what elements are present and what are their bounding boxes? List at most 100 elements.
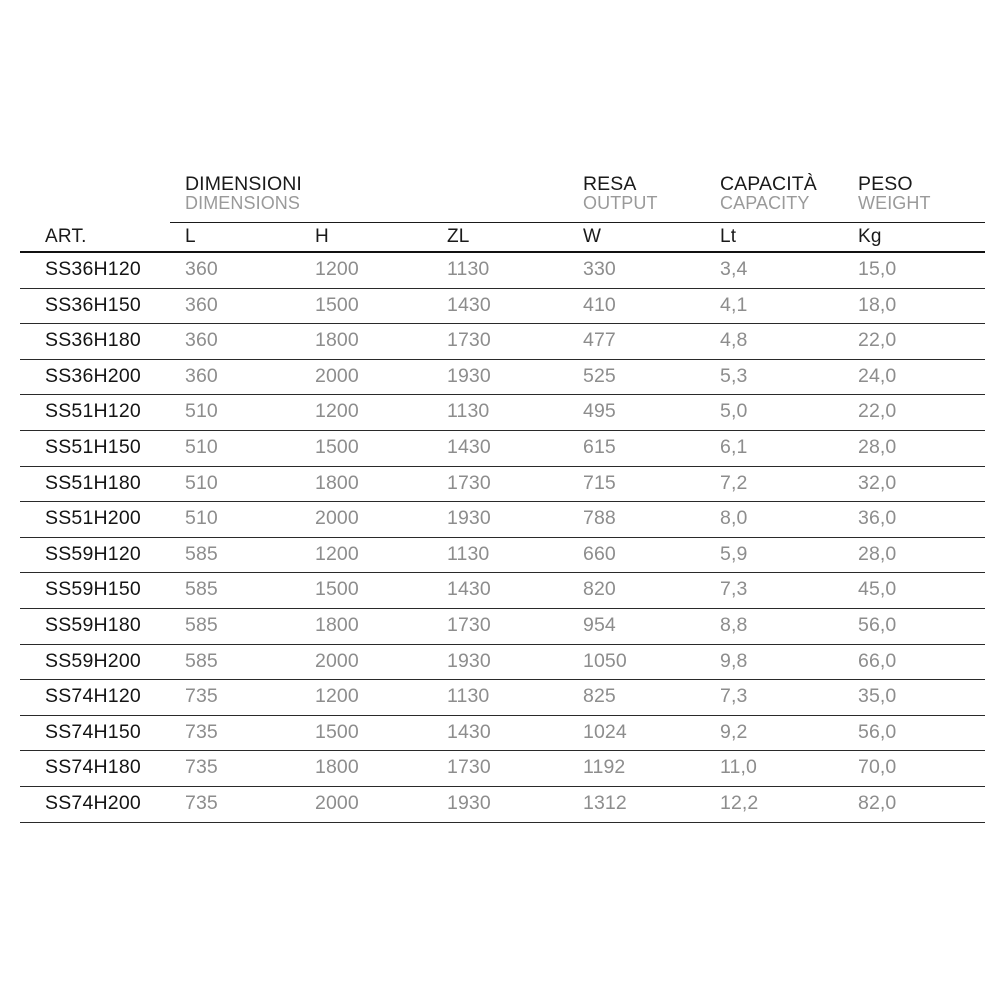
cell-kg: 82,0 — [858, 791, 897, 814]
group-header-output-en: OUTPUT — [583, 193, 658, 214]
cell-h: 1800 — [315, 471, 359, 494]
cell-l: 360 — [185, 364, 218, 387]
column-header-row: ART. L H ZL W Lt Kg — [20, 220, 985, 253]
cell-lt: 6,1 — [720, 435, 748, 458]
cell-h: 1200 — [315, 400, 359, 423]
cell-h: 1800 — [315, 613, 359, 636]
cell-l: 360 — [185, 293, 218, 316]
table-row: SS36H120 360 1200 1130 330 3,4 15,0 — [20, 253, 985, 289]
table-row: SS74H150 735 1500 1430 1024 9,2 56,0 — [20, 716, 985, 752]
cell-w: 825 — [583, 685, 616, 708]
cell-kg: 36,0 — [858, 507, 897, 530]
cell-w: 1050 — [583, 649, 627, 672]
cell-lt: 12,2 — [720, 791, 759, 814]
cell-w: 495 — [583, 400, 616, 423]
column-header-w: W — [583, 226, 602, 247]
cell-kg: 66,0 — [858, 649, 897, 672]
cell-lt: 4,8 — [720, 329, 748, 352]
cell-l: 360 — [185, 258, 218, 280]
cell-article-code: SS74H120 — [45, 685, 141, 708]
cell-w: 615 — [583, 435, 616, 458]
cell-w: 525 — [583, 364, 616, 387]
column-header-kg: Kg — [858, 226, 882, 247]
table-row: SS51H180 510 1800 1730 715 7,2 32,0 — [20, 467, 985, 503]
group-header-output: RESA OUTPUT — [583, 174, 658, 213]
group-header-weight-en: WEIGHT — [858, 193, 931, 214]
cell-article-code: SS51H150 — [45, 435, 141, 458]
table-body: SS36H120 360 1200 1130 330 3,4 15,0 SS36H150 360… — [20, 253, 985, 823]
cell-h: 1500 — [315, 293, 359, 316]
table-row: SS74H180 735 1800 1730 1192 11,0 70,0 — [20, 751, 985, 787]
cell-article-code: SS51H200 — [45, 507, 141, 530]
group-header-dimensions: DIMENSIONI DIMENSIONS — [185, 174, 302, 213]
column-header-art: ART. — [45, 226, 87, 247]
group-header-divider — [170, 222, 985, 223]
cell-kg: 22,0 — [858, 329, 897, 352]
cell-l: 510 — [185, 435, 218, 458]
cell-zl: 1130 — [447, 400, 490, 423]
group-header-weight: PESO WEIGHT — [858, 174, 931, 213]
cell-zl: 1930 — [447, 364, 491, 387]
cell-lt: 5,9 — [720, 542, 748, 565]
cell-lt: 5,0 — [720, 400, 748, 423]
cell-l: 735 — [185, 685, 218, 708]
cell-w: 788 — [583, 507, 616, 530]
group-header-capacity: CAPACITÀ CAPACITY — [720, 174, 817, 213]
cell-l: 585 — [185, 649, 218, 672]
cell-h: 1200 — [315, 258, 359, 280]
cell-article-code: SS36H200 — [45, 364, 141, 387]
cell-lt: 5,3 — [720, 364, 748, 387]
cell-zl: 1130 — [447, 685, 490, 708]
table-row: SS74H200 735 2000 1930 1312 12,2 82,0 — [20, 787, 985, 823]
cell-article-code: SS36H120 — [45, 258, 141, 280]
cell-article-code: SS51H120 — [45, 400, 141, 423]
cell-w: 410 — [583, 293, 616, 316]
cell-h: 2000 — [315, 364, 359, 387]
cell-kg: 28,0 — [858, 542, 897, 565]
table-row: SS74H120 735 1200 1130 825 7,3 35,0 — [20, 680, 985, 716]
group-header-dimensions-en: DIMENSIONS — [185, 193, 301, 214]
cell-w: 330 — [583, 258, 616, 280]
table-row: SS51H200 510 2000 1930 788 8,0 36,0 — [20, 502, 985, 538]
cell-kg: 18,0 — [858, 293, 897, 316]
cell-article-code: SS59H120 — [45, 542, 141, 565]
cell-article-code: SS74H200 — [45, 791, 141, 814]
table-row: SS51H150 510 1500 1430 615 6,1 28,0 — [20, 431, 985, 467]
cell-w: 1192 — [583, 756, 626, 779]
cell-kg: 24,0 — [858, 364, 897, 387]
cell-l: 510 — [185, 471, 218, 494]
cell-zl: 1930 — [447, 649, 491, 672]
cell-zl: 1130 — [447, 258, 490, 280]
cell-zl: 1430 — [447, 720, 491, 743]
cell-article-code: SS74H180 — [45, 756, 141, 779]
cell-w: 820 — [583, 578, 616, 601]
cell-lt: 4,1 — [720, 293, 748, 316]
table-row: SS59H150 585 1500 1430 820 7,3 45,0 — [20, 573, 985, 609]
cell-h: 1800 — [315, 329, 359, 352]
cell-article-code: SS51H180 — [45, 471, 141, 494]
cell-lt: 8,0 — [720, 507, 748, 530]
table-row: SS59H180 585 1800 1730 954 8,8 56,0 — [20, 609, 985, 645]
cell-article-code: SS59H200 — [45, 649, 141, 672]
cell-kg: 22,0 — [858, 400, 897, 423]
cell-l: 735 — [185, 756, 218, 779]
table-row: SS59H200 585 2000 1930 1050 9,8 66,0 — [20, 645, 985, 681]
group-header-row: DIMENSIONI DIMENSIONS RESA OUTPUT CAPACI… — [20, 170, 985, 223]
table-row: SS36H150 360 1500 1430 410 4,1 18,0 — [20, 289, 985, 325]
cell-zl: 1430 — [447, 578, 491, 601]
cell-article-code: SS36H150 — [45, 293, 141, 316]
cell-l: 735 — [185, 720, 218, 743]
table-row: SS36H180 360 1800 1730 477 4,8 22,0 — [20, 324, 985, 360]
cell-lt: 11,0 — [720, 756, 757, 779]
cell-kg: 70,0 — [858, 756, 897, 779]
cell-kg: 35,0 — [858, 685, 897, 708]
cell-zl: 1730 — [447, 329, 491, 352]
cell-l: 510 — [185, 400, 218, 423]
cell-kg: 45,0 — [858, 578, 897, 601]
cell-h: 1500 — [315, 578, 359, 601]
cell-article-code: SS36H180 — [45, 329, 141, 352]
cell-lt: 3,4 — [720, 258, 748, 280]
column-header-h: H — [315, 226, 329, 247]
product-specification-table: DIMENSIONI DIMENSIONS RESA OUTPUT CAPACI… — [20, 170, 985, 823]
cell-h: 1500 — [315, 435, 359, 458]
